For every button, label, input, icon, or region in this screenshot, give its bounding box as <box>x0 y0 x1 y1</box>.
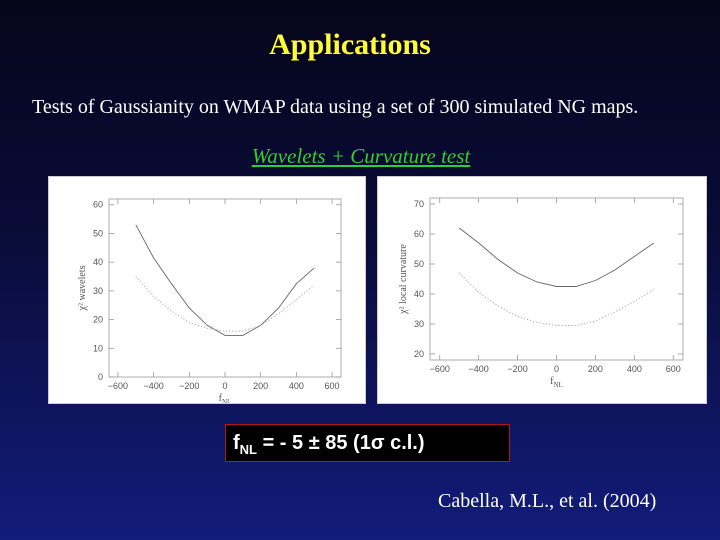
y-tick-label: 50 <box>414 259 424 269</box>
y-tick-label: 30 <box>93 286 103 296</box>
wavelets-chart-panel: −600 −400 −200 0 200 400 600 0 10 20 30 40 50 60 fNL χ²… <box>48 176 366 404</box>
y-tick-label: 70 <box>414 199 424 209</box>
x-tick-label: −200 <box>179 381 199 391</box>
result-prefix-subscript: NL <box>239 442 258 457</box>
curvature-chart-panel: −600 −400 −200 0 200 400 600 20 30 40 50 60 70 fNL χ² … <box>377 176 707 404</box>
y-tick-label: 30 <box>414 319 424 329</box>
y-tick-label: 60 <box>414 229 424 239</box>
x-tick-label: −400 <box>469 364 489 374</box>
x-tick-label: 600 <box>666 364 681 374</box>
y-tick-label: 0 <box>98 372 103 382</box>
x-tick-label: 0 <box>222 381 227 391</box>
x-axis-label: fNL <box>550 376 563 389</box>
x-tick-label: −400 <box>143 381 163 391</box>
solid-series-line <box>135 224 315 336</box>
y-tick-label: 50 <box>93 228 103 238</box>
plot-frame <box>108 198 342 378</box>
result-sigma: σ <box>370 432 385 454</box>
y-tick-label: 20 <box>414 349 424 359</box>
y-tick-label: 40 <box>93 257 103 267</box>
y-tick-label: 20 <box>93 315 103 325</box>
x-tick-label: −600 <box>430 364 450 374</box>
result-suffix: c.l.) <box>384 432 425 454</box>
y-tick-label: 10 <box>93 343 103 353</box>
slide-title: Applications <box>269 28 431 61</box>
x-tick-label: 200 <box>253 381 268 391</box>
x-tick-label: −200 <box>507 364 527 374</box>
plot-frame <box>429 197 684 361</box>
x-axis-label: fNL <box>219 393 232 403</box>
x-tick-label: −600 <box>108 381 128 391</box>
citation: Cabella, M.L., et al. (2004) <box>438 490 657 512</box>
slide-subtitle: Tests of Gaussianity on WMAP data using … <box>32 96 639 118</box>
x-tick-label: 400 <box>289 381 304 391</box>
dotted-series-line <box>458 272 655 326</box>
solid-series-line <box>458 227 655 287</box>
y-axis-label: χ² wavelets <box>77 265 88 311</box>
result-middle: = - 5 ± 85 (1 <box>257 432 371 454</box>
fnl-result-box: fNL = - 5 ± 85 (1σ c.l.) <box>225 424 510 462</box>
curvature-chart: −600 −400 −200 0 200 400 600 20 30 40 50 60 70 fNL χ² … <box>398 197 684 389</box>
y-axis-label: χ² local curvature <box>398 244 409 315</box>
result-prefix: f <box>233 432 240 454</box>
x-tick-label: 0 <box>554 364 559 374</box>
x-tick-label: 400 <box>627 364 642 374</box>
dotted-series-line <box>135 276 315 332</box>
y-tick-label: 60 <box>93 200 103 210</box>
y-tick-label: 40 <box>414 289 424 299</box>
x-tick-label: 600 <box>325 381 340 391</box>
section-heading: Wavelets + Curvature test <box>251 144 471 168</box>
wavelets-chart: −600 −400 −200 0 200 400 600 0 10 20 30 40 50 60 fNL χ²… <box>77 198 342 403</box>
x-tick-label: 200 <box>588 364 603 374</box>
